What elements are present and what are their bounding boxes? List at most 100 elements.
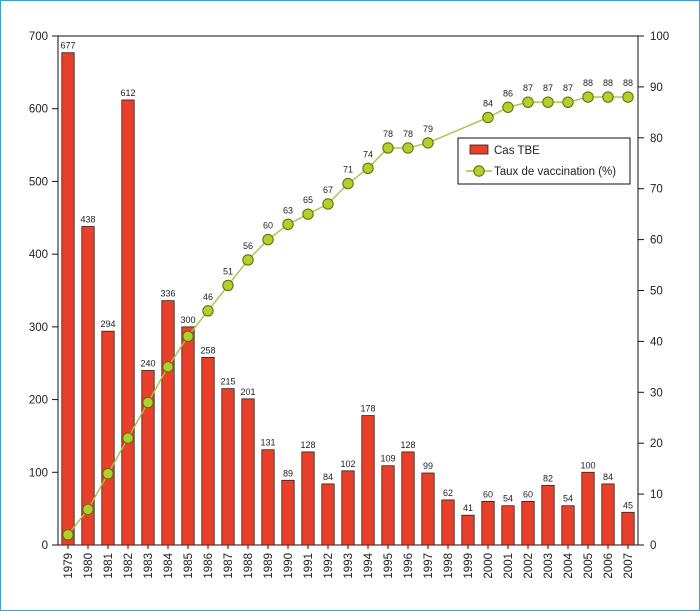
- x-tick-label: 1983: [143, 553, 155, 579]
- point-vaccination: [142, 396, 154, 409]
- point-vaccination: [482, 111, 494, 124]
- point-data-label: 71: [343, 165, 353, 175]
- point-data-label: 88: [583, 78, 593, 88]
- legend: Cas TBE Taux de vaccination (%): [457, 137, 631, 185]
- point-vaccination: [182, 330, 194, 343]
- line-series: 46 51 56 60 63 65 67 71 74 78 78 79 84 86 87 87 87 88 88 88: [62, 78, 634, 541]
- bar-cas-tbe: [521, 500, 535, 546]
- point-vaccination: [622, 91, 634, 103]
- bar-data-label: 99: [423, 461, 433, 471]
- bar-data-label: 294: [100, 319, 115, 329]
- point-data-label: 88: [603, 78, 613, 88]
- bar-data-label: 336: [160, 289, 175, 299]
- legend-label-cases: Cas TBE: [494, 145, 540, 157]
- y-left-tick-label: 300: [29, 322, 48, 334]
- y-right-tick-label: 50: [650, 286, 663, 298]
- x-tick-label: 1991: [303, 553, 315, 579]
- bar-data-label: 45: [623, 500, 633, 510]
- bar-data-label: 240: [140, 358, 155, 368]
- bar-data-label: 131: [260, 438, 275, 448]
- bar-data-label: 100: [580, 460, 595, 470]
- x-tick-label: 1993: [343, 553, 355, 579]
- x-tick-label: 1986: [203, 553, 215, 579]
- point-vaccination: [522, 96, 534, 108]
- bar-cas-tbe: [601, 483, 615, 546]
- x-tick-label: 1982: [123, 553, 135, 579]
- point-data-label: 79: [423, 124, 433, 134]
- y-left-tick-label: 100: [29, 467, 48, 479]
- bar-cas-tbe: [481, 500, 495, 546]
- bar-data-label: 54: [503, 494, 513, 504]
- y-left-tick-label: 700: [29, 31, 48, 43]
- x-tick-label: 1999: [463, 553, 475, 579]
- y-axis-left: 0 100 200 300 400 500 600 700: [29, 31, 58, 552]
- bar-data-label: 89: [283, 468, 293, 478]
- bar-data-label: 102: [340, 459, 355, 469]
- point-vaccination: [302, 208, 314, 220]
- point-data-label: 78: [383, 129, 393, 139]
- point-data-label: 74: [363, 149, 373, 159]
- point-data-label: 87: [543, 83, 553, 93]
- y-left-tick-label: 500: [29, 176, 48, 188]
- bar-cas-tbe: [541, 484, 555, 546]
- x-tick-label: 1981: [103, 553, 115, 579]
- point-data-label: 84: [483, 98, 493, 108]
- x-tick-label: 2001: [503, 553, 515, 579]
- bar-data-label: 258: [200, 345, 215, 355]
- x-tick-label: 1988: [243, 553, 255, 579]
- bar-data-label: 84: [603, 472, 613, 482]
- point-vaccination: [562, 96, 574, 108]
- bar-data-label: 41: [463, 503, 473, 513]
- bar-data-label: 62: [443, 488, 453, 498]
- point-vaccination: [582, 91, 594, 103]
- x-tick-label: 1990: [283, 553, 295, 579]
- x-axis: 1979 1980 1981 1982 1983 1984 1985 1986 1987 1988…: [63, 545, 635, 579]
- bar-data-label: 128: [300, 440, 315, 450]
- legend-label-vaccination: Taux de vaccination (%): [494, 166, 616, 178]
- legend-marker-swatch: [473, 165, 485, 177]
- point-data-label: 78: [403, 129, 413, 139]
- x-tick-label: 1984: [163, 552, 175, 578]
- y-right-tick-label: 100: [650, 31, 669, 43]
- x-tick-label: 1980: [83, 553, 95, 579]
- point-vaccination: [542, 96, 554, 108]
- bar-data-label: 60: [523, 489, 533, 499]
- bar-cas-tbe: [501, 505, 515, 546]
- x-tick-label: 2005: [583, 553, 595, 579]
- bar-cas-tbe: [361, 415, 375, 546]
- point-vaccination: [362, 162, 374, 175]
- y-right-tick-label: 90: [650, 82, 663, 94]
- bar-data-label: 178: [360, 404, 375, 414]
- point-data-label: 46: [203, 292, 213, 302]
- point-vaccination: [502, 101, 514, 113]
- x-tick-label: 2003: [543, 553, 555, 579]
- bar-cas-tbe: [401, 451, 415, 546]
- bar-cas-tbe: [561, 505, 575, 546]
- x-tick-label: 1997: [423, 553, 435, 579]
- bar-data-label: 128: [400, 440, 415, 450]
- point-vaccination: [102, 468, 114, 480]
- bar-cas-tbe: [621, 511, 635, 546]
- point-data-label: 87: [523, 83, 533, 93]
- bar-data-label: 612: [120, 88, 135, 98]
- point-vaccination: [322, 198, 334, 210]
- y-left-tick-label: 200: [29, 395, 48, 407]
- x-tick-label: 1989: [263, 553, 275, 579]
- x-tick-label: 1979: [63, 553, 75, 579]
- point-vaccination: [282, 218, 294, 231]
- y-left-tick-label: 0: [42, 540, 48, 552]
- y-axis-right: 0 10 20 30 40 50 60 70 80 90 100: [638, 31, 669, 552]
- bar-data-label: 677: [60, 41, 75, 51]
- point-vaccination: [242, 254, 254, 266]
- point-vaccination: [262, 233, 274, 246]
- point-data-label: 60: [263, 221, 273, 231]
- point-data-label: 67: [323, 185, 333, 195]
- point-vaccination: [382, 142, 394, 154]
- point-vaccination: [62, 529, 74, 541]
- point-data-label: 86: [503, 88, 513, 98]
- x-tick-label: 1985: [183, 553, 195, 579]
- point-vaccination: [122, 432, 134, 444]
- point-vaccination: [342, 177, 354, 190]
- bar-cas-tbe: [241, 398, 255, 546]
